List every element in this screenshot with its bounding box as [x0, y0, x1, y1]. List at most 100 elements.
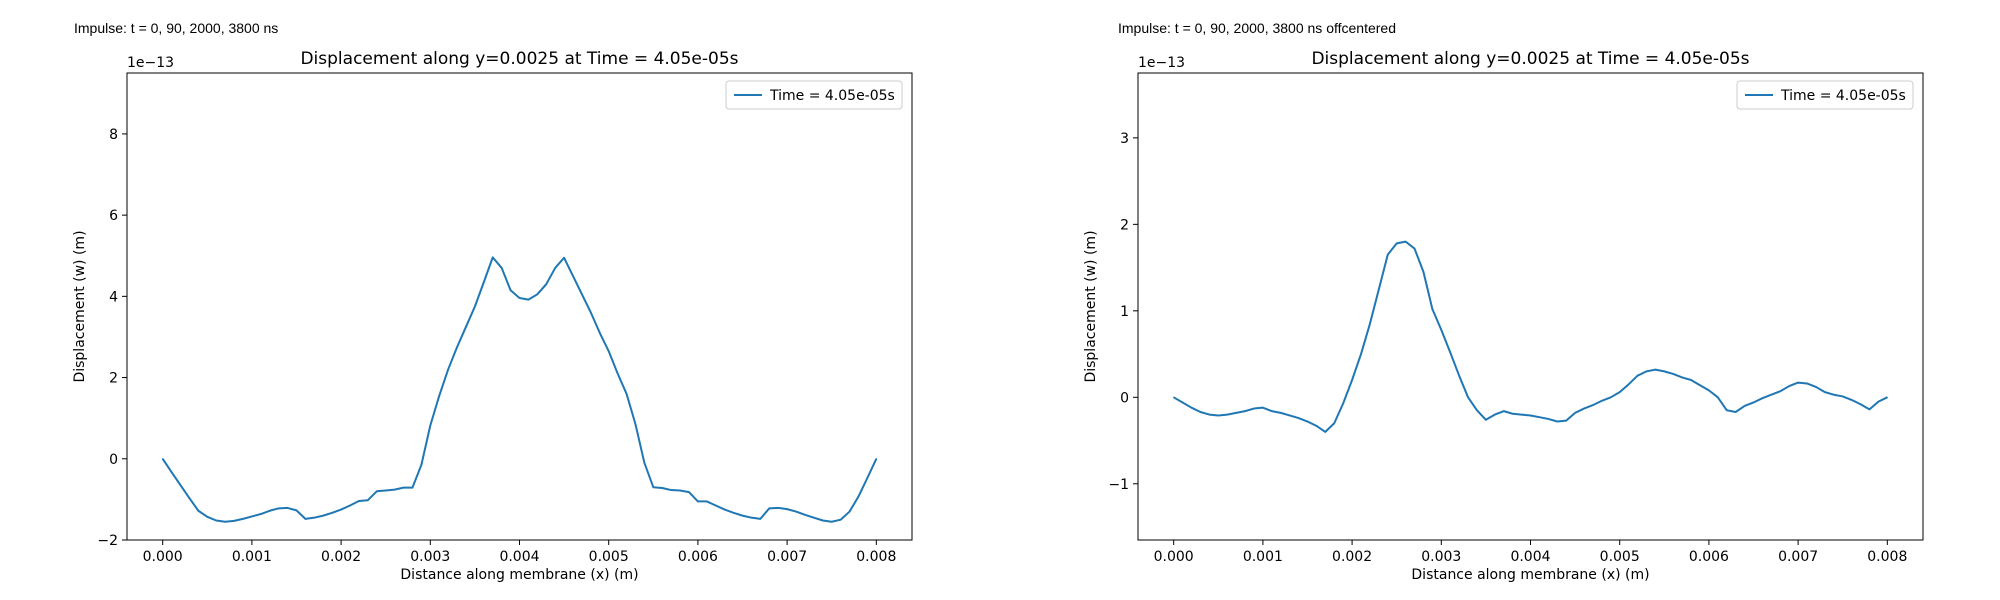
chart1-x-tick-label-3: 0.003: [410, 549, 450, 565]
chart2-offset-text: 1e−13: [1138, 55, 1185, 71]
chart1-data-point-18: [322, 515, 324, 517]
chart2-data-point-9: [1253, 407, 1255, 410]
chart2-data-point-26: [1405, 241, 1407, 243]
chart2-y-tick-label-2: 1: [1120, 304, 1129, 320]
chart1-data-point-49: [599, 332, 601, 334]
chart2-data-point-31: [1449, 351, 1451, 353]
chart1-data-point-15: [295, 509, 298, 511]
chart2-data-point-53: [1645, 370, 1648, 372]
chart2-data-point-74: [1833, 394, 1835, 396]
chart1-data-point-20: [340, 508, 342, 511]
chart2-y-tick-label-1: 0: [1120, 390, 1129, 406]
chart1-data-point-54: [643, 462, 645, 464]
chart1-data-point-60: [697, 500, 699, 503]
panel-label-right: Impulse: t = 0, 90, 2000, 3800 ns offcen…: [1118, 20, 1396, 36]
chart2-data-point-7: [1235, 412, 1237, 414]
chart1-data-point-71: [795, 510, 797, 513]
chart1-data-point-3: [188, 497, 191, 499]
chart2-data-point-4: [1208, 414, 1210, 416]
chart1-data-point-21: [349, 504, 351, 507]
chart2-data-point-59: [1699, 384, 1701, 386]
chart1-data-point-25: [385, 489, 387, 492]
chart1-data-point-0: [162, 458, 164, 460]
chart1-data-point-23: [367, 499, 369, 501]
chart1-data-point-13: [278, 507, 280, 509]
chart1-data-point-6: [215, 519, 217, 522]
chart2-data-point-19: [1342, 402, 1344, 404]
chart1-data-point-57: [670, 489, 672, 491]
chart1-x-tick-label-0: 0.000: [143, 549, 183, 565]
chart1-y-tick-label-1: 0: [109, 452, 118, 468]
chart1-y-tick-label-3: 4: [109, 289, 118, 305]
chart1-data-point-35: [474, 305, 476, 308]
chart2-x-tick-label-8: 0.008: [1867, 549, 1907, 565]
chart1-data-point-1: [171, 471, 173, 473]
chart1-x-axis-label: Distance along membrane (x) (m): [400, 567, 638, 583]
chart1-title: Displacement along y=0.0025 at Time = 4.…: [300, 49, 738, 69]
chart2-data-point-27: [1413, 247, 1416, 250]
chart1-data-point-66: [750, 517, 753, 519]
chart1-data-point-2: [179, 484, 182, 486]
chart2-data-point-47: [1592, 404, 1594, 406]
chart1-plot-frame: [126, 72, 913, 541]
chart2-data-point-34: [1476, 409, 1478, 411]
chart2-plot-frame: [1137, 72, 1924, 541]
chart2-data-point-66: [1761, 397, 1764, 399]
chart2-data-point-11: [1271, 410, 1273, 412]
chart1-data-point-39: [509, 289, 512, 291]
chart1-data-point-8: [233, 520, 235, 522]
chart1-data-point-68: [768, 507, 770, 509]
chart1-data-point-7: [224, 521, 226, 523]
chart2-data-point-69: [1788, 385, 1790, 387]
chart2-data-point-25: [1396, 242, 1398, 244]
chart2-legend-label: Time = 4.05e-05s: [1780, 88, 1906, 104]
chart2-data-point-30: [1440, 329, 1442, 331]
chart2-data-point-29: [1431, 308, 1433, 310]
chart2-data-point-24: [1387, 254, 1389, 256]
chart2-data-point-58: [1690, 379, 1692, 381]
chart1-data-point-45: [563, 257, 565, 259]
chart1-data-point-62: [715, 504, 717, 507]
chart1-data-point-52: [625, 393, 628, 395]
chart1-legend-box: [725, 80, 903, 110]
chart2-data-point-23: [1378, 288, 1380, 290]
chart1-offset-text: 1e−13: [127, 55, 174, 71]
chart2-x-tick-label-5: 0.005: [1600, 549, 1640, 565]
chart1-data-point-51: [617, 372, 619, 375]
chart2-data-point-13: [1289, 414, 1291, 417]
chart1-y-tick-label-2: 2: [109, 371, 118, 387]
chart2-data-point-6: [1226, 414, 1228, 416]
chart2-data-point-22: [1369, 323, 1371, 325]
chart1-data-point-37: [492, 256, 494, 258]
chart1-data-point-42: [536, 293, 538, 295]
chart1-data-point-59: [688, 491, 690, 493]
chart2-data-point-8: [1244, 410, 1246, 412]
chart1-y-axis-label: Displacement (w) (m): [72, 230, 88, 382]
chart2-data-point-60: [1708, 389, 1710, 391]
chart2-data-point-73: [1824, 391, 1826, 393]
chart1-data-point-36: [483, 281, 485, 283]
chart2-data-point-42: [1547, 418, 1549, 420]
chart2-data-point-3: [1199, 411, 1202, 413]
chart2-data-point-51: [1628, 383, 1630, 385]
chart2-data-point-55: [1663, 370, 1665, 372]
chart1-data-point-38: [501, 267, 503, 269]
chart1-data-point-10: [251, 515, 253, 518]
chart1-data-point-63: [724, 508, 726, 511]
chart2-data-point-38: [1512, 413, 1514, 415]
chart2-data-point-78: [1868, 408, 1871, 411]
chart2-data-point-57: [1681, 376, 1683, 379]
chart1-data-point-53: [634, 423, 637, 425]
chart1-data-point-33: [456, 346, 458, 348]
chart2-data-point-70: [1797, 382, 1799, 384]
chart1-data-point-70: [786, 508, 788, 510]
chart2-data-point-35: [1485, 419, 1487, 421]
chart2-data-point-39: [1520, 414, 1523, 416]
chart2-legend-box: [1736, 80, 1914, 110]
chart2-data-point-28: [1422, 271, 1425, 273]
chart1-data-point-44: [554, 267, 556, 269]
chart2-data-point-80: [1886, 396, 1888, 398]
chart2-data-point-12: [1280, 412, 1282, 414]
chart1-data-point-14: [286, 507, 289, 509]
chart2-y-tick-label-4: 3: [1120, 131, 1129, 147]
